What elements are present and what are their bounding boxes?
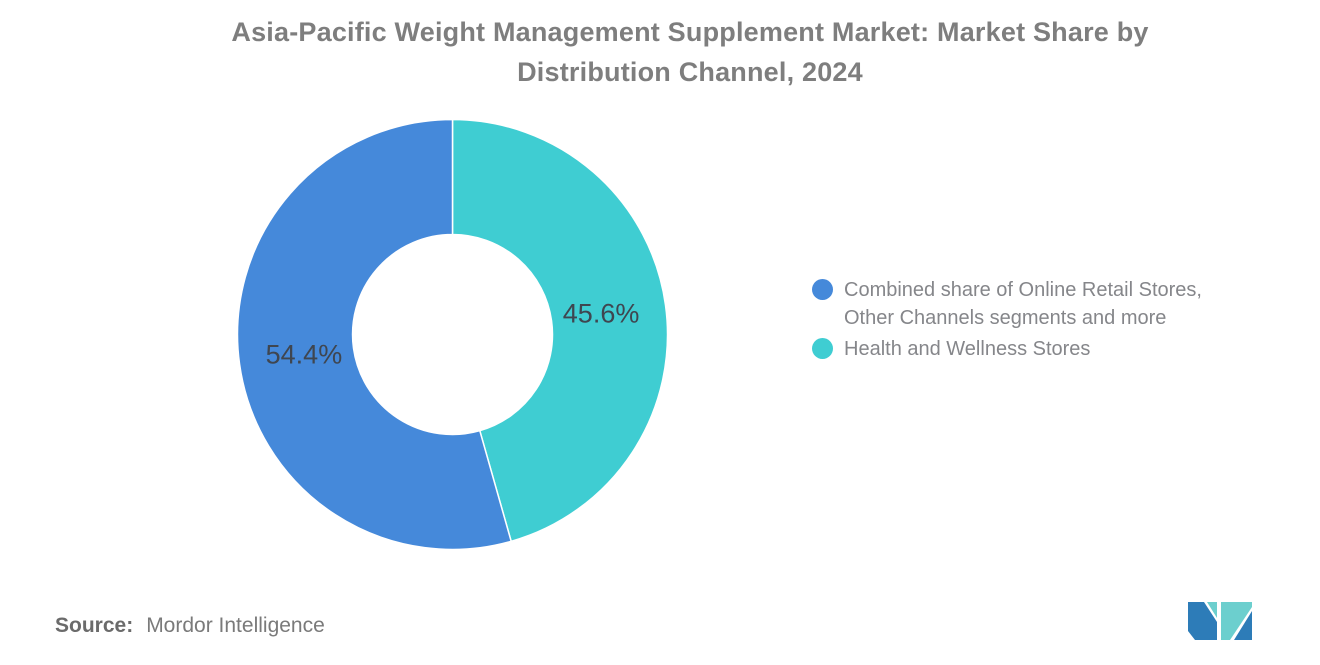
chart-title-line-2: Distribution Channel, 2024 <box>517 57 863 87</box>
legend: Combined share of Online Retail Stores, … <box>812 276 1254 363</box>
mordor-intelligence-logo-icon <box>1188 602 1252 640</box>
donut-chart: 45.6% 54.4% <box>237 119 668 550</box>
legend-label-combined-share: Combined share of Online Retail Stores, … <box>844 279 1202 329</box>
legend-label-health-and-wellness-stores: Health and Wellness Stores <box>844 338 1091 360</box>
donut-svg <box>237 119 668 550</box>
legend-swatch-health-and-wellness-stores-icon <box>812 338 833 359</box>
mordor-intelligence-logo <box>1186 601 1252 641</box>
source-line: Source: Mordor Intelligence <box>55 614 325 638</box>
slice-combined-share[interactable] <box>237 119 513 550</box>
legend-item-combined-share[interactable]: Combined share of Online Retail Stores, … <box>812 276 1254 332</box>
chart-title: Asia-Pacific Weight Management Supplemen… <box>190 12 1190 92</box>
source-value: Mordor Intelligence <box>146 614 325 637</box>
source-label: Source: <box>55 614 134 637</box>
legend-item-health-and-wellness-stores[interactable]: Health and Wellness Stores <box>812 335 1254 363</box>
slice-label-combined-share: 54.4% <box>265 339 343 370</box>
slice-label-health-and-wellness-stores: 45.6% <box>562 298 640 329</box>
chart-title-line-1: Asia-Pacific Weight Management Supplemen… <box>231 17 1149 47</box>
legend-swatch-combined-share-icon <box>812 279 833 300</box>
slice-health-and-wellness-stores[interactable] <box>451 119 668 543</box>
